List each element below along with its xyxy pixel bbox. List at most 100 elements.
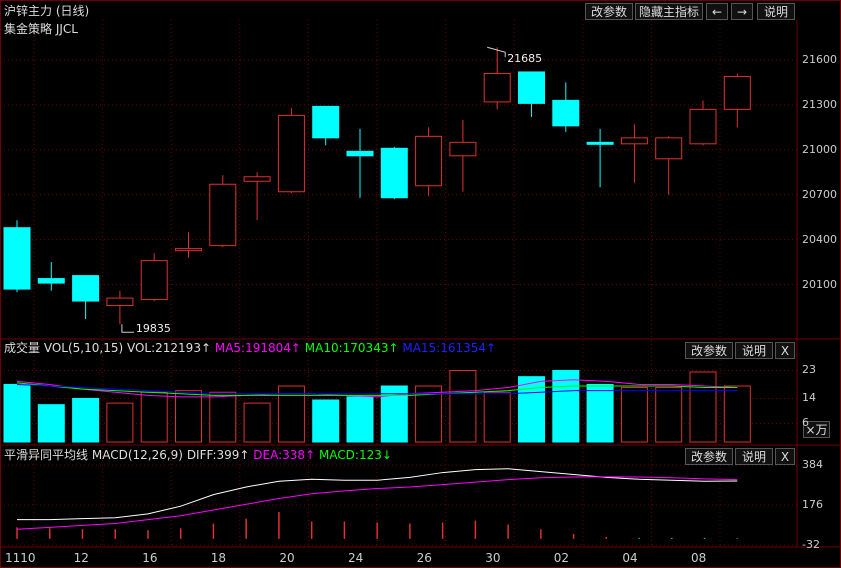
price-tick-label: 20100 (802, 277, 837, 291)
volume-bar (518, 376, 545, 443)
macd-header: 平滑异同平均线 MACD(12,26,9) DIFF:399↑ DEA:338↑… (4, 448, 392, 462)
strategy-label: 集金策略 JJCL (4, 22, 78, 36)
volume-close-button[interactable]: X (775, 342, 795, 359)
candle-up (209, 183, 237, 247)
help-button[interactable]: 说明 (757, 3, 795, 20)
volume-bar (655, 387, 683, 443)
params-button[interactable]: 改参数 (585, 3, 633, 20)
volume-indicator: VOL(5,10,15) (43, 341, 124, 355)
volume-ma10-line (16, 382, 738, 396)
macd-indicator: MACD(12,26,9) (91, 448, 183, 462)
candle-down (3, 227, 31, 290)
next-button[interactable]: → (731, 3, 753, 20)
date-tick-label: 26 (416, 551, 432, 565)
candle-down (312, 105, 340, 139)
macd-macd: MACD:123↓ (318, 448, 392, 462)
date-tick-label: 02 (553, 551, 570, 565)
volume-bar (483, 391, 511, 443)
volume-help-button[interactable]: 说明 (735, 342, 773, 359)
high-annotation-line (487, 46, 506, 58)
candle-down (518, 71, 545, 104)
price-tick-label: 20700 (802, 187, 837, 201)
volume-name: 成交量 (4, 341, 41, 355)
macd-close-button[interactable]: X (775, 448, 795, 465)
candle-up (655, 137, 683, 160)
volume-bar (209, 391, 237, 443)
date-tick-label: 04 (622, 551, 638, 565)
candle-up (449, 141, 477, 157)
candle-up (175, 248, 202, 252)
candle-up (620, 137, 648, 145)
candle-up (140, 260, 168, 301)
volume-ma5: MA5:191804↑ (214, 341, 301, 355)
macd-diff-line (17, 468, 738, 521)
volume-tick-label: 14 (802, 391, 816, 405)
date-tick-label: 20 (279, 551, 295, 565)
volume-bar (723, 385, 751, 443)
price-tick-label: 21600 (802, 52, 837, 66)
volume-bar (106, 402, 134, 443)
volume-bar (175, 390, 202, 443)
volume-ma15: MA15:161354↑ (402, 341, 497, 355)
low-annotation-label: 19835 (135, 322, 171, 336)
hide-indicator-button[interactable]: 隐藏主指标 (635, 3, 703, 20)
macd-params-button[interactable]: 改参数 (685, 448, 733, 465)
volume-bar (37, 404, 65, 443)
volume-header: 成交量 VOL(5,10,15) VOL:212193↑ MA5:191804↑… (4, 341, 496, 355)
low-annotation-line (121, 324, 134, 333)
volume-bar (243, 402, 271, 443)
candle-down (346, 150, 374, 157)
volume-ma15-line (16, 383, 738, 395)
arrow-left-icon: ← (711, 5, 723, 19)
volume-bar (620, 387, 648, 443)
candle-up (723, 75, 751, 110)
candle-down (72, 275, 100, 302)
volume-bar (3, 383, 31, 443)
date-tick-label: 18 (210, 551, 227, 565)
date-tick-label: 16 (142, 551, 158, 565)
arrow-right-icon: → (736, 5, 748, 19)
prev-button[interactable]: ← (706, 3, 728, 20)
volume-bar (449, 369, 477, 443)
volume-tick-label: 23 (802, 363, 816, 377)
volume-tick-label: 6 (802, 416, 809, 430)
candle-up (277, 114, 305, 193)
price-tick-label: 21000 (802, 142, 837, 156)
macd-tick-label: 176 (802, 498, 823, 512)
volume-bar (552, 369, 580, 443)
date-tick-label: 24 (348, 551, 364, 565)
price-tick-label: 20400 (802, 232, 837, 246)
date-tick-label: 12 (73, 551, 89, 565)
volume-bar (689, 371, 717, 443)
volume-bar (277, 385, 305, 443)
high-annotation-label: 21685 (507, 52, 543, 66)
candle-down (552, 99, 580, 127)
volume-ma10: MA10:170343↑ (304, 341, 399, 355)
volume-params-button[interactable]: 改参数 (685, 342, 733, 359)
date-tick-label: 30 (485, 551, 501, 565)
candle-down (586, 141, 614, 145)
macd-diff: DIFF:399↑ (186, 448, 250, 462)
volume-unit-label: ×万 (803, 421, 830, 438)
candle-up (415, 135, 443, 187)
volume-bar (346, 396, 374, 443)
price-tick-label: 21300 (802, 97, 837, 111)
candle-up (689, 108, 717, 145)
candle-up (106, 297, 134, 307)
volume-bar (586, 383, 614, 443)
candle-up (243, 176, 271, 182)
volume-bar (140, 391, 168, 443)
macd-dea-line (16, 476, 738, 530)
volume-bar (72, 397, 100, 443)
volume-ma5-line (16, 379, 738, 398)
macd-help-button[interactable]: 说明 (735, 448, 773, 465)
macd-tick-label: 384 (802, 458, 823, 472)
chart-title: 沪锌主力 (日线) (4, 4, 90, 18)
candle-down (380, 147, 408, 199)
volume-value: VOL:212193↑ (126, 341, 212, 355)
macd-tick-label: -32 (802, 538, 820, 551)
candle-down (37, 278, 65, 284)
